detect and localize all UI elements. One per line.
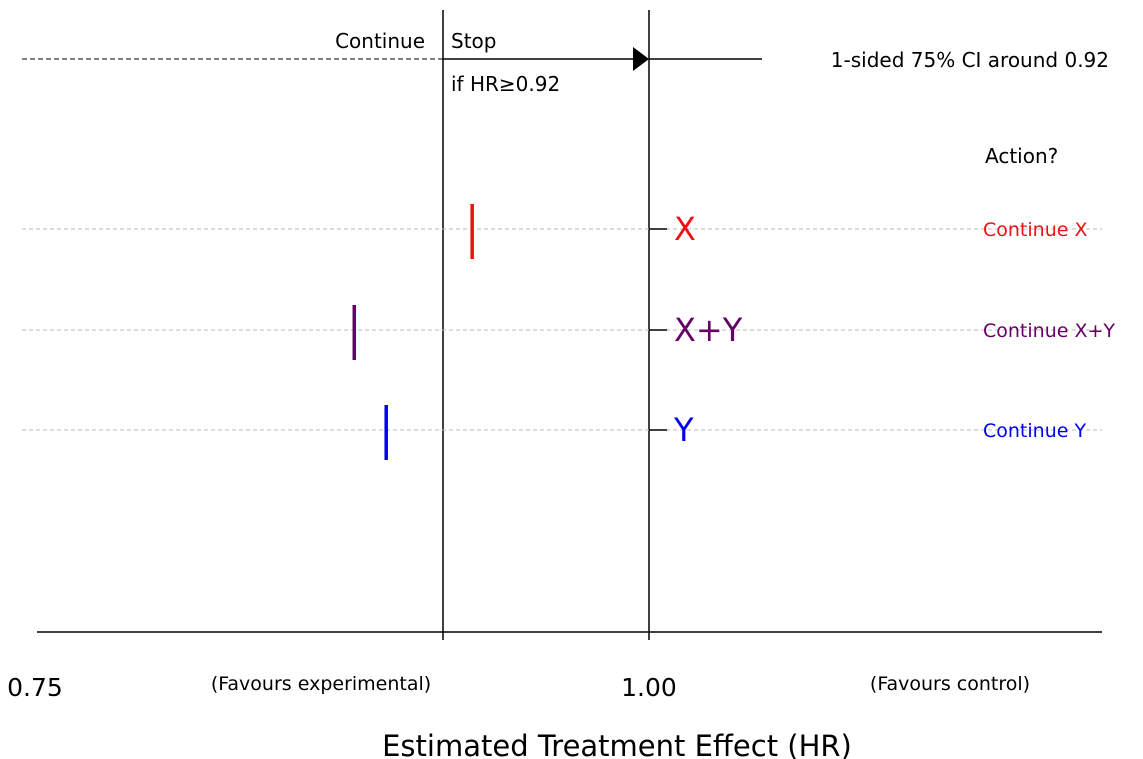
- continue-label: Continue: [335, 29, 425, 53]
- series-label-x: X: [674, 210, 696, 248]
- action-label-y: Continue Y: [983, 420, 1086, 442]
- action-label-x-y: Continue X+Y: [983, 320, 1115, 342]
- tick-label-0.75: 0.75: [7, 673, 63, 702]
- action-header: Action?: [985, 144, 1058, 168]
- ci-arrowhead: [633, 47, 649, 71]
- series-label-x-y: X+Y: [674, 311, 743, 349]
- stop-condition-label: if HR≥0.92: [451, 72, 560, 96]
- favours-control-label: (Favours control): [870, 673, 1030, 695]
- tick-label-1.00: 1.00: [621, 673, 677, 702]
- ci-label: 1-sided 75% CI around 0.92: [831, 48, 1109, 72]
- action-label-x: Continue X: [983, 219, 1088, 241]
- stop-label: Stop: [451, 29, 496, 53]
- series-label-y: Y: [673, 411, 694, 449]
- favours-experimental-label: (Favours experimental): [211, 673, 431, 695]
- x-axis-title: Estimated Treatment Effect (HR): [382, 729, 852, 759]
